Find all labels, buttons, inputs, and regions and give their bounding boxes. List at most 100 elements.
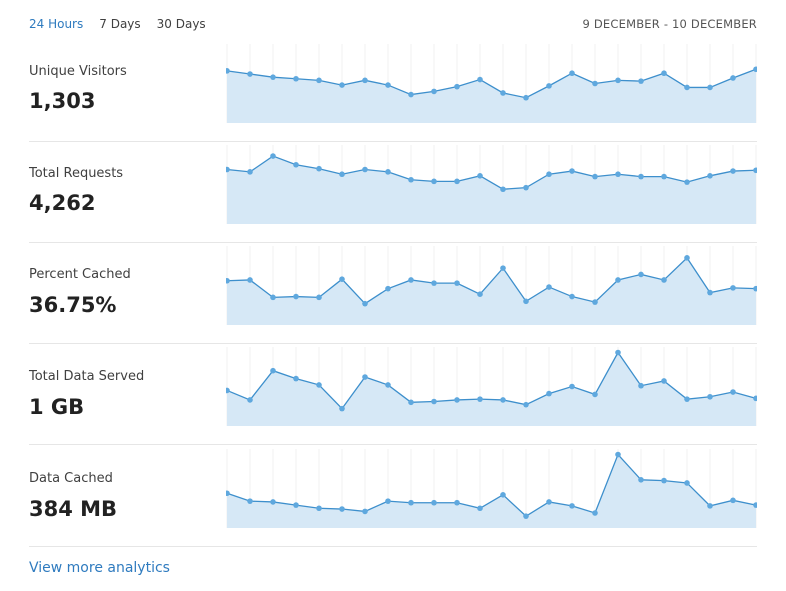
sparkline-point[interactable] <box>408 277 414 283</box>
sparkline-point[interactable] <box>615 77 621 84</box>
sparkline-point[interactable] <box>431 280 437 286</box>
sparkline-point[interactable] <box>753 66 757 73</box>
sparkline-point[interactable] <box>615 451 621 458</box>
sparkline-point[interactable] <box>707 289 713 296</box>
sparkline-point[interactable] <box>615 171 621 178</box>
sparkline-point[interactable] <box>226 166 230 173</box>
sparkline-point[interactable] <box>500 492 506 498</box>
sparkline-point[interactable] <box>592 510 598 516</box>
sparkline-point[interactable] <box>523 298 529 305</box>
sparkline-point[interactable] <box>385 498 391 504</box>
sparkline-point[interactable] <box>293 502 299 508</box>
sparkline-point[interactable] <box>523 513 529 519</box>
sparkline-point[interactable] <box>730 168 736 174</box>
sparkline-point[interactable] <box>684 255 690 261</box>
sparkline-point[interactable] <box>316 77 322 84</box>
sparkline-point[interactable] <box>362 374 368 380</box>
sparkline-point[interactable] <box>293 161 299 168</box>
sparkline-point[interactable] <box>270 74 276 80</box>
sparkline-point[interactable] <box>293 75 299 82</box>
sparkline-point[interactable] <box>226 68 230 74</box>
sparkline-point[interactable] <box>661 477 667 484</box>
sparkline-point[interactable] <box>385 82 391 88</box>
sparkline-point[interactable] <box>730 389 736 395</box>
sparkline-point[interactable] <box>454 499 460 506</box>
sparkline-point[interactable] <box>362 300 368 307</box>
sparkline-point[interactable] <box>454 280 460 286</box>
sparkline-point[interactable] <box>270 367 276 374</box>
sparkline-point[interactable] <box>431 499 437 506</box>
sparkline-point[interactable] <box>454 178 460 185</box>
sparkline-point[interactable] <box>316 165 322 172</box>
sparkline-point[interactable] <box>362 508 368 515</box>
sparkline-point[interactable] <box>270 294 276 301</box>
sparkline-point[interactable] <box>408 91 414 98</box>
sparkline-point[interactable] <box>247 169 253 175</box>
sparkline-point[interactable] <box>615 349 621 356</box>
sparkline-point[interactable] <box>569 70 575 77</box>
sparkline-point[interactable] <box>477 396 483 402</box>
sparkline-point[interactable] <box>247 498 253 504</box>
sparkline-point[interactable] <box>477 173 483 179</box>
sparkline-point[interactable] <box>730 497 736 504</box>
sparkline-point[interactable] <box>569 293 575 300</box>
sparkline-point[interactable] <box>454 397 460 403</box>
sparkline-point[interactable] <box>523 401 529 408</box>
sparkline-point[interactable] <box>684 396 690 402</box>
sparkline-point[interactable] <box>684 480 690 486</box>
sparkline-point[interactable] <box>753 167 757 174</box>
sparkline-point[interactable] <box>753 285 757 292</box>
sparkline-point[interactable] <box>753 502 757 508</box>
sparkline-point[interactable] <box>477 291 483 297</box>
sparkline-point[interactable] <box>339 506 345 512</box>
sparkline-point[interactable] <box>431 398 437 405</box>
sparkline-point[interactable] <box>247 71 253 77</box>
sparkline-point[interactable] <box>638 173 644 180</box>
sparkline-point[interactable] <box>454 83 460 90</box>
tab-7-days[interactable]: 7 Days <box>99 17 141 31</box>
sparkline-point[interactable] <box>615 277 621 283</box>
sparkline-point[interactable] <box>293 293 299 300</box>
sparkline-point[interactable] <box>523 94 529 101</box>
sparkline-point[interactable] <box>592 173 598 180</box>
sparkline-point[interactable] <box>707 84 713 91</box>
sparkline-point[interactable] <box>569 383 575 390</box>
sparkline-point[interactable] <box>546 171 552 178</box>
sparkline-point[interactable] <box>247 397 253 403</box>
sparkline-point[interactable] <box>500 397 506 403</box>
sparkline-point[interactable] <box>753 395 757 402</box>
tab-30-days[interactable]: 30 Days <box>156 17 206 31</box>
sparkline-point[interactable] <box>546 83 552 89</box>
sparkline-point[interactable] <box>385 285 391 292</box>
sparkline-point[interactable] <box>661 277 667 283</box>
sparkline-point[interactable] <box>431 178 437 185</box>
sparkline-point[interactable] <box>661 173 667 180</box>
sparkline-point[interactable] <box>592 299 598 305</box>
sparkline-point[interactable] <box>500 90 506 96</box>
sparkline-point[interactable] <box>592 391 598 398</box>
sparkline-point[interactable] <box>638 382 644 389</box>
sparkline-point[interactable] <box>408 176 414 183</box>
sparkline-point[interactable] <box>226 490 230 497</box>
sparkline-point[interactable] <box>293 375 299 382</box>
sparkline-point[interactable] <box>270 499 276 505</box>
sparkline-point[interactable] <box>226 277 230 284</box>
sparkline-point[interactable] <box>362 166 368 173</box>
sparkline-point[interactable] <box>408 499 414 506</box>
sparkline-point[interactable] <box>362 77 368 84</box>
sparkline-point[interactable] <box>477 505 483 512</box>
sparkline-point[interactable] <box>638 78 644 84</box>
sparkline-point[interactable] <box>339 276 345 282</box>
sparkline-point[interactable] <box>477 76 483 83</box>
sparkline-point[interactable] <box>707 503 713 509</box>
view-more-analytics-link[interactable]: View more analytics <box>29 560 170 576</box>
sparkline-point[interactable] <box>385 169 391 175</box>
sparkline-point[interactable] <box>500 186 506 193</box>
sparkline-point[interactable] <box>500 265 506 271</box>
sparkline-point[interactable] <box>638 271 644 278</box>
sparkline-point[interactable] <box>431 88 437 95</box>
sparkline-point[interactable] <box>316 382 322 388</box>
sparkline-point[interactable] <box>569 503 575 509</box>
sparkline-point[interactable] <box>316 294 322 301</box>
sparkline-point[interactable] <box>661 70 667 77</box>
